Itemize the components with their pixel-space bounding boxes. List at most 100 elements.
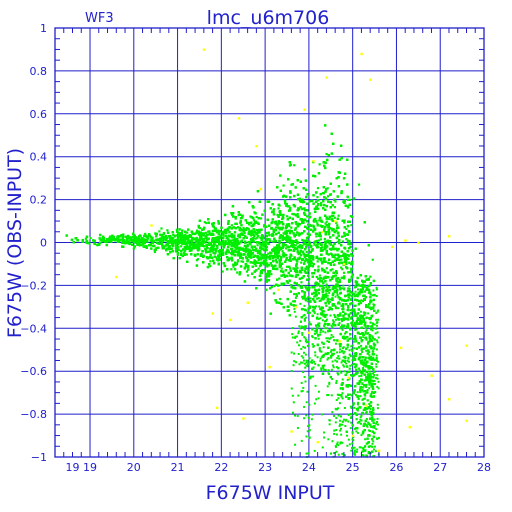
point-green-166	[111, 238, 114, 241]
point-green-512	[318, 163, 321, 166]
point-green-242	[245, 270, 249, 273]
point-green-270	[319, 238, 322, 241]
point-green-114	[172, 233, 175, 237]
point-green-562	[252, 233, 255, 236]
point-green-45	[328, 328, 331, 332]
point-green-188	[205, 240, 208, 243]
point-green-313	[369, 372, 372, 375]
point-green-274	[234, 217, 237, 220]
point-green-216	[160, 242, 164, 245]
point-green-267	[296, 231, 299, 234]
point-green-552	[318, 219, 321, 222]
point-green-389	[215, 256, 218, 259]
point-green-231	[347, 198, 350, 201]
point-green-116	[237, 213, 240, 217]
point-green-156	[317, 207, 320, 210]
point-green-334	[199, 239, 202, 242]
point-green-548	[356, 401, 360, 405]
point-green-420	[273, 284, 276, 288]
point-green-404	[197, 233, 201, 236]
point-green-445	[328, 242, 331, 245]
point-green-19	[230, 224, 233, 227]
point-green-564	[303, 260, 306, 263]
point-green-111	[312, 224, 315, 227]
point-green-154	[368, 284, 371, 287]
point-green-409	[284, 247, 288, 250]
point-green-232	[241, 247, 245, 250]
point-green-256	[349, 337, 352, 340]
point-green-299	[88, 242, 91, 245]
point-green-120	[330, 214, 334, 217]
point-green-34	[84, 237, 88, 240]
point-green-387	[225, 252, 228, 256]
point-green-587	[230, 268, 233, 271]
point-green-279	[319, 299, 322, 302]
point-green-119	[316, 195, 319, 199]
point-green-39	[327, 357, 330, 360]
point-green-183	[308, 249, 311, 252]
point-green-108	[214, 243, 217, 246]
point-green-427	[361, 386, 364, 389]
point-green-203	[334, 200, 337, 203]
point-green-140	[335, 277, 338, 280]
point-green-545	[372, 379, 375, 383]
point-green-160	[225, 250, 228, 253]
point-green-265	[349, 317, 353, 320]
point-green-565	[349, 198, 352, 201]
point-green-455	[187, 236, 190, 239]
point-green-219	[363, 313, 366, 317]
point-green-207	[316, 297, 319, 300]
point-green-506	[232, 212, 235, 215]
point-green-352	[326, 187, 329, 190]
point-green-102	[354, 334, 357, 338]
point-green-581	[350, 224, 353, 227]
point-green-228	[317, 265, 320, 268]
point-green-21	[324, 222, 327, 225]
point-green-124	[330, 248, 333, 251]
point-green-150	[185, 253, 188, 256]
point-green-210	[357, 397, 360, 401]
point-green-555	[369, 301, 372, 304]
point-green-127	[288, 267, 292, 270]
point-green-165	[206, 230, 210, 233]
point-green-51	[237, 233, 240, 236]
point-green-371	[312, 263, 315, 266]
point-green-107	[270, 285, 273, 289]
point-green-252	[370, 379, 373, 382]
point-green-40	[175, 228, 178, 231]
point-green-266	[265, 246, 268, 249]
point-green-439	[217, 219, 220, 223]
point-green-541	[360, 317, 363, 320]
point-green-402	[256, 236, 259, 239]
point-green-3	[313, 332, 317, 335]
point-green-388	[259, 236, 262, 239]
point-green-412	[360, 374, 363, 377]
point-green-250	[209, 260, 212, 263]
point-green-319	[368, 340, 371, 343]
point-green-550	[357, 367, 360, 370]
point-green-238	[355, 418, 358, 421]
point-green-243	[367, 284, 370, 288]
point-green-118	[282, 184, 285, 187]
point-green-504	[243, 253, 246, 256]
point-green-398	[176, 253, 179, 256]
point-green-452	[333, 216, 336, 219]
point-green-27	[371, 258, 374, 261]
point-green-362	[234, 237, 237, 240]
point-green-561	[155, 241, 158, 245]
point-green-264	[293, 164, 296, 167]
point-green-510	[354, 354, 357, 358]
point-green-197	[202, 232, 206, 235]
point-green-382	[159, 242, 162, 246]
point-green-179	[366, 399, 369, 402]
point-green-109	[255, 215, 258, 219]
point-green-321	[290, 283, 293, 287]
point-green-286	[312, 291, 316, 294]
point-green-123	[359, 284, 362, 287]
point-green-204	[272, 210, 275, 213]
point-green-575	[182, 242, 185, 245]
point-green-41	[264, 263, 268, 266]
point-green-149	[249, 215, 252, 218]
point-green-574	[371, 445, 374, 448]
point-green-185	[328, 247, 332, 251]
